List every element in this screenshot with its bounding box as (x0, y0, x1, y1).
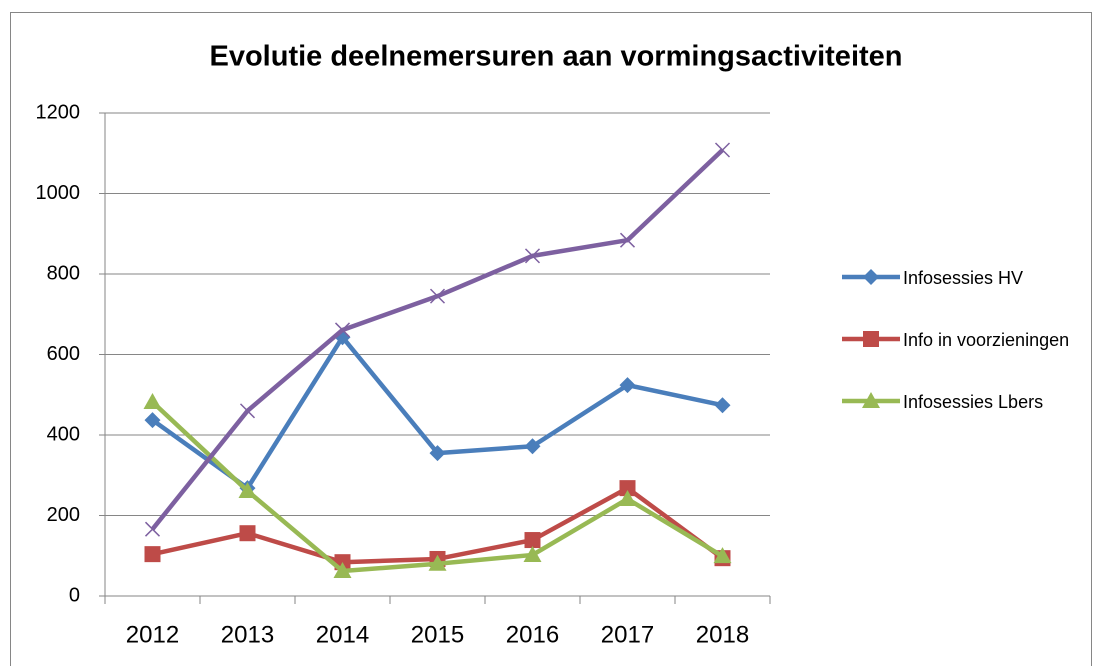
marker (144, 546, 161, 563)
marker (619, 480, 636, 497)
y-tick-label: 200 (47, 504, 80, 526)
chart-title: Evolutie deelnemersuren aan vormingsacti… (209, 41, 902, 73)
legend-label: Info in voorzieningen (903, 330, 1070, 350)
marker (524, 248, 541, 264)
marker (524, 438, 541, 455)
marker (429, 445, 446, 462)
marker (429, 288, 446, 304)
marker (333, 562, 352, 579)
marker (143, 392, 162, 409)
marker (428, 554, 447, 571)
marker (714, 397, 731, 414)
marker (619, 377, 636, 394)
y-tick-label: 1200 (36, 101, 81, 123)
legend-marker (862, 392, 880, 408)
y-tick-label: 600 (47, 343, 80, 365)
marker (713, 547, 732, 564)
chart-border (10, 12, 1092, 666)
marker (239, 525, 256, 542)
x-tick-label: 2012 (126, 621, 179, 648)
x-tick-label: 2018 (696, 621, 749, 648)
x-tick-label: 2015 (411, 621, 464, 648)
marker (714, 142, 731, 158)
x-tick-label: 2016 (506, 621, 559, 648)
legend-marker (863, 269, 879, 285)
y-tick-label: 0 (69, 584, 80, 606)
marker (239, 403, 256, 419)
legend-label: Infosessies Lbers (903, 392, 1044, 412)
marker (238, 481, 257, 498)
x-tick-label: 2013 (221, 621, 274, 648)
marker (618, 489, 637, 506)
marker (619, 232, 636, 248)
marker (524, 532, 541, 549)
y-tick-label: 800 (47, 262, 80, 284)
marker (523, 545, 542, 562)
y-tick-label: 400 (47, 423, 80, 445)
marker (144, 521, 161, 537)
marker (144, 412, 161, 429)
x-tick-label: 2014 (316, 621, 369, 648)
marker (334, 322, 351, 338)
y-tick-label: 1000 (36, 182, 81, 204)
legend-marker (863, 331, 879, 347)
x-tick-label: 2017 (601, 621, 654, 648)
legend-label: Infosessies HV (903, 268, 1024, 288)
